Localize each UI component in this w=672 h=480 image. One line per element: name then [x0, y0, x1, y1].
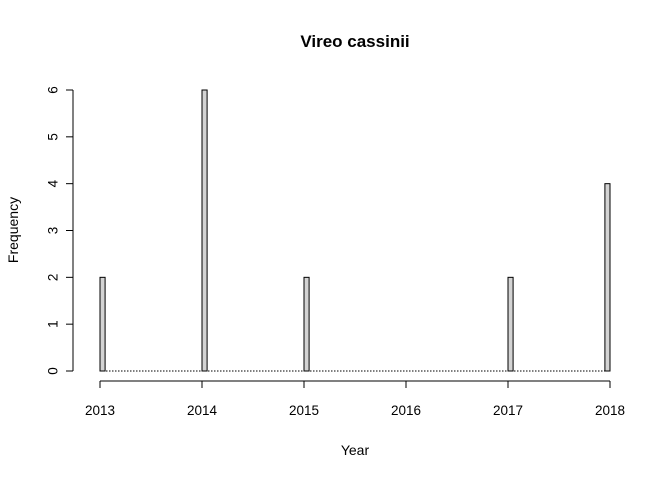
y-tick-label: 1	[46, 320, 61, 328]
y-tick-label: 5	[46, 133, 61, 141]
x-axis: 2013 2014 2015 2016 2017 2018	[85, 380, 625, 418]
bar-4	[604, 183, 611, 372]
x-tick-label: 2016	[391, 403, 421, 418]
y-axis-label: Frequency	[5, 197, 21, 263]
y-axis: 0 1 2 3 4 5 6	[46, 86, 74, 375]
x-tick-label: 2018	[595, 403, 625, 418]
bar-1	[201, 89, 208, 372]
x-tick-label: 2013	[85, 403, 115, 418]
bar-3	[507, 276, 514, 372]
y-tick-label: 2	[46, 274, 61, 282]
bar-0	[99, 276, 106, 372]
bars-group	[99, 89, 611, 372]
x-tick-label: 2017	[493, 403, 523, 418]
bar-2	[303, 276, 310, 372]
chart-title: Vireo cassinii	[300, 32, 409, 51]
y-tick-label: 6	[46, 86, 61, 94]
x-tick-label: 2014	[187, 403, 218, 418]
x-axis-label: Year	[341, 442, 370, 458]
x-tick-label: 2015	[289, 403, 319, 418]
y-tick-label: 4	[46, 179, 61, 187]
y-tick-label: 3	[46, 227, 61, 235]
y-tick-label: 0	[46, 367, 61, 375]
